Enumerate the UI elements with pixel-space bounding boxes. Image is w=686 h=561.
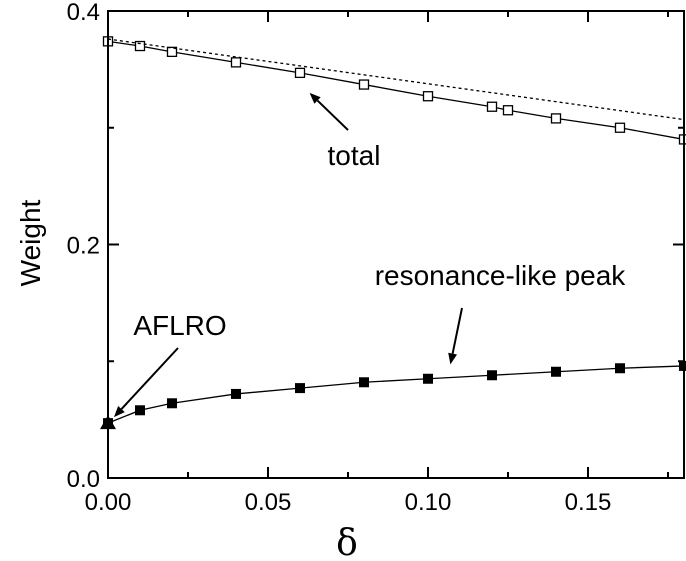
series-line <box>107 365 685 424</box>
data-point <box>167 398 177 409</box>
data-point <box>551 366 561 377</box>
data-point <box>358 79 370 90</box>
annotations-layer: total resonance-like peak AFLRO <box>114 92 627 418</box>
data-point <box>134 40 146 52</box>
arrow-shaft <box>316 99 349 131</box>
arrow-shaft <box>120 347 179 410</box>
tick-labels-layer: 0.00 0.05 0.10 0.15 0.0 0.2 0.4 <box>67 0 612 516</box>
y-tick-label: 0.4 <box>67 0 100 26</box>
data-point <box>487 370 497 381</box>
x-axis-title: δ <box>336 523 358 561</box>
data-point <box>614 122 626 133</box>
data-point <box>359 377 369 388</box>
arrow-total <box>309 92 349 131</box>
series-peak-filled-squares <box>103 360 686 429</box>
annotation-aflro: AFLRO <box>133 310 226 341</box>
series-total-dotted <box>107 38 685 121</box>
marks-layer <box>100 36 686 430</box>
plot-frame <box>107 10 685 479</box>
data-point <box>550 113 562 124</box>
arrow-shaft <box>451 307 463 354</box>
data-point <box>166 46 178 58</box>
series-line <box>107 40 685 141</box>
arrow-resonance-like-peak <box>448 307 463 365</box>
y-tick-label: 0.2 <box>67 233 100 260</box>
series-total-open-squares <box>102 36 686 145</box>
data-point <box>615 363 625 374</box>
data-point <box>135 405 145 416</box>
data-point <box>678 134 686 145</box>
x-tick-label: 0.05 <box>245 489 292 516</box>
data-point <box>294 67 306 79</box>
arrow-head <box>448 352 458 365</box>
data-point <box>422 91 434 102</box>
y-axis-title: Weight <box>15 199 46 286</box>
x-tick-label: 0.00 <box>85 489 132 516</box>
annotation-resonance-like-peak: resonance-like peak <box>375 260 627 291</box>
series-line <box>107 38 685 121</box>
data-point <box>423 373 433 384</box>
x-tick-label: 0.15 <box>565 489 612 516</box>
arrow-aflro <box>114 347 179 418</box>
data-point <box>295 383 305 394</box>
arrow-head <box>114 405 125 418</box>
ticks-layer <box>107 10 684 479</box>
data-point <box>486 101 498 112</box>
data-point <box>502 105 514 116</box>
y-tick-label: 0.0 <box>67 466 100 493</box>
data-point <box>230 57 242 68</box>
arrow-head <box>309 92 321 104</box>
data-point <box>231 388 241 399</box>
data-point <box>679 360 686 371</box>
x-tick-label: 0.10 <box>405 489 452 516</box>
annotation-total: total <box>328 140 381 171</box>
